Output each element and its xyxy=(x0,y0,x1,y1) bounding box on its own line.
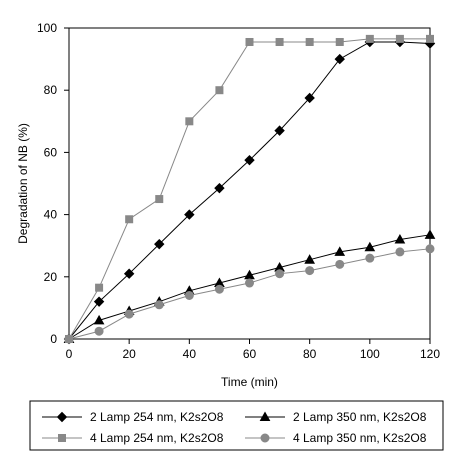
data-point xyxy=(184,290,194,300)
data-point xyxy=(93,314,105,325)
legend-marker xyxy=(260,433,270,443)
x-tick-label: 120 xyxy=(420,347,440,361)
data-point xyxy=(364,241,376,252)
legend-label: 2 Lamp 254 nm, K2s2O8 xyxy=(90,410,224,424)
plot-frame xyxy=(68,27,431,340)
series-circle xyxy=(64,244,435,344)
legend-label: 4 Lamp 254 nm, K2s2O8 xyxy=(90,431,224,445)
data-point xyxy=(425,244,435,254)
series-layer xyxy=(63,34,436,345)
data-point xyxy=(214,182,225,194)
legend-marker xyxy=(56,411,68,423)
y-axis-title: Degradation of NB (%) xyxy=(16,123,30,244)
legend-item: 2 Lamp 254 nm, K2s2O8 xyxy=(42,410,224,424)
data-point xyxy=(155,195,164,204)
data-point xyxy=(395,34,404,43)
data-point xyxy=(395,247,405,257)
x-tick-label: 20 xyxy=(122,347,136,361)
data-point xyxy=(335,37,344,46)
data-point xyxy=(125,215,134,224)
data-point xyxy=(275,269,285,279)
data-point xyxy=(64,334,74,344)
legend-label: 4 Lamp 350 nm, K2s2O8 xyxy=(293,431,427,445)
legend-label: 2 Lamp 350 nm, K2s2O8 xyxy=(293,410,427,424)
data-point xyxy=(275,37,284,46)
legend-marker xyxy=(58,434,66,442)
data-point xyxy=(304,92,315,104)
legend: 2 Lamp 254 nm, K2s2O8 2 Lamp 350 nm, K2s2… xyxy=(29,400,444,451)
plot-area xyxy=(68,27,431,340)
x-tick-label: 40 xyxy=(183,347,197,361)
y-tick-label: 0 xyxy=(50,332,57,346)
data-point xyxy=(124,309,134,319)
data-point xyxy=(123,268,135,279)
data-point xyxy=(334,53,345,65)
legend-box xyxy=(29,400,444,451)
data-point xyxy=(304,254,316,264)
data-point xyxy=(305,266,315,276)
legend-item: 2 Lamp 350 nm, K2s2O8 xyxy=(245,410,427,424)
y-tick-label: 60 xyxy=(44,145,58,159)
data-point xyxy=(274,125,285,136)
data-point xyxy=(426,34,434,43)
data-point xyxy=(184,209,195,220)
data-point xyxy=(244,154,255,166)
y-tick-label: 20 xyxy=(44,270,58,284)
data-point xyxy=(365,34,374,43)
series-line xyxy=(68,248,431,340)
data-point xyxy=(185,117,194,126)
data-point xyxy=(365,253,375,263)
x-axis-title: Time (min) xyxy=(221,375,278,389)
data-point xyxy=(245,37,254,46)
x-tick-label: 0 xyxy=(66,347,73,361)
data-point xyxy=(305,37,314,46)
series-square xyxy=(65,34,434,343)
series-line xyxy=(68,41,431,340)
x-tick-label: 100 xyxy=(360,347,380,361)
data-point xyxy=(94,326,104,336)
axis-ticks: 0 20 40 60 80 100 120 0 20 40 60 80 100 xyxy=(37,21,440,361)
data-point xyxy=(215,86,224,95)
data-point xyxy=(154,300,164,310)
series-line xyxy=(68,38,430,340)
data-point xyxy=(95,283,104,292)
series-diamond xyxy=(63,36,436,345)
data-point xyxy=(394,233,406,244)
y-tick-label: 40 xyxy=(44,208,58,222)
data-point xyxy=(245,278,254,288)
legend-marker xyxy=(259,411,271,421)
data-point xyxy=(424,229,436,239)
x-tick-label: 80 xyxy=(303,347,317,361)
data-point xyxy=(93,296,105,307)
data-point xyxy=(335,259,345,269)
data-point xyxy=(334,246,346,256)
legend-item: 4 Lamp 350 nm, K2s2O8 xyxy=(245,431,427,445)
data-point xyxy=(154,238,165,250)
x-tick-label: 60 xyxy=(243,347,257,361)
y-tick-label: 100 xyxy=(37,21,57,35)
y-tick-label: 80 xyxy=(44,83,58,97)
legend-item: 4 Lamp 254 nm, K2s2O8 xyxy=(42,431,224,445)
data-point xyxy=(214,284,224,294)
